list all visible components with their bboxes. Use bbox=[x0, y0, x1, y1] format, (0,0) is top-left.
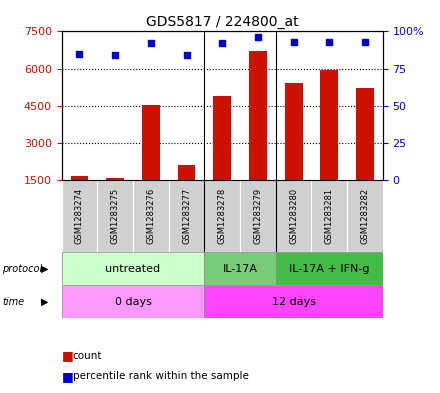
Bar bbox=[142, 105, 160, 180]
Text: ■: ■ bbox=[62, 349, 73, 362]
Bar bbox=[240, 180, 276, 252]
Bar bbox=[204, 180, 240, 252]
Text: GSM1283276: GSM1283276 bbox=[147, 188, 155, 244]
Text: untreated: untreated bbox=[106, 264, 161, 274]
Bar bbox=[178, 165, 195, 180]
Point bbox=[254, 34, 261, 40]
Bar bbox=[133, 180, 169, 252]
Text: GSM1283274: GSM1283274 bbox=[75, 188, 84, 244]
Bar bbox=[62, 285, 204, 318]
Text: protocol: protocol bbox=[2, 264, 42, 274]
Bar bbox=[249, 51, 267, 180]
Bar bbox=[106, 178, 124, 180]
Text: time: time bbox=[2, 297, 24, 307]
Text: percentile rank within the sample: percentile rank within the sample bbox=[73, 371, 249, 381]
Bar bbox=[285, 83, 303, 180]
Bar bbox=[70, 176, 88, 180]
Bar bbox=[312, 180, 347, 252]
Bar bbox=[204, 252, 276, 285]
Point bbox=[147, 40, 154, 46]
Bar bbox=[320, 70, 338, 180]
Text: GSM1283275: GSM1283275 bbox=[110, 188, 120, 244]
Text: 0 days: 0 days bbox=[114, 297, 151, 307]
Point bbox=[219, 40, 226, 46]
Bar bbox=[62, 180, 97, 252]
Bar bbox=[276, 252, 383, 285]
Point bbox=[76, 51, 83, 57]
Point bbox=[326, 39, 333, 45]
Bar bbox=[62, 252, 204, 285]
Bar bbox=[356, 88, 374, 180]
Bar bbox=[276, 180, 312, 252]
Bar bbox=[347, 180, 383, 252]
Title: GDS5817 / 224800_at: GDS5817 / 224800_at bbox=[146, 15, 298, 29]
Text: GSM1283277: GSM1283277 bbox=[182, 188, 191, 244]
Text: GSM1283281: GSM1283281 bbox=[325, 188, 334, 244]
Text: GSM1283278: GSM1283278 bbox=[218, 188, 227, 244]
Point bbox=[361, 39, 368, 45]
Bar bbox=[204, 285, 383, 318]
Bar bbox=[169, 180, 204, 252]
Text: 12 days: 12 days bbox=[271, 297, 315, 307]
Text: GSM1283279: GSM1283279 bbox=[253, 188, 262, 244]
Point bbox=[183, 52, 190, 58]
Text: count: count bbox=[73, 351, 102, 361]
Point bbox=[112, 52, 119, 58]
Text: ▶: ▶ bbox=[41, 264, 48, 274]
Text: IL-17A: IL-17A bbox=[223, 264, 257, 274]
Text: GSM1283282: GSM1283282 bbox=[360, 188, 370, 244]
Text: GSM1283280: GSM1283280 bbox=[289, 188, 298, 244]
Point bbox=[290, 39, 297, 45]
Text: IL-17A + IFN-g: IL-17A + IFN-g bbox=[289, 264, 370, 274]
Bar bbox=[97, 180, 133, 252]
Text: ▶: ▶ bbox=[41, 297, 48, 307]
Bar bbox=[213, 96, 231, 180]
Text: ■: ■ bbox=[62, 369, 73, 383]
